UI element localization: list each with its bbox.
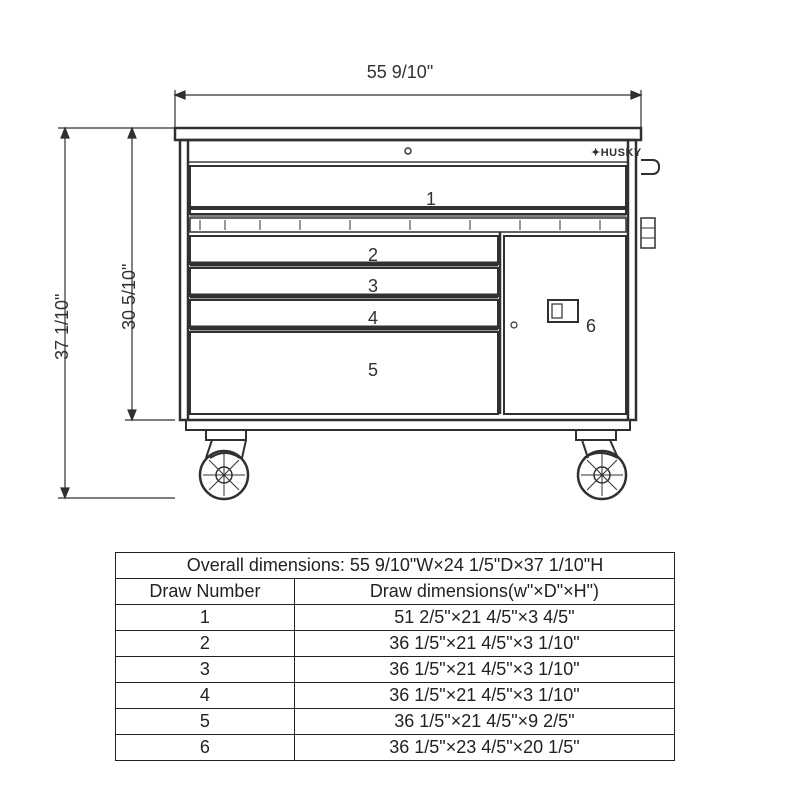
table-row: 436 1/5"×21 4/5"×3 1/10" — [116, 683, 675, 709]
diagram-container: 55 9/10" 37 1/10" 30 5/10" ✦HUSKY 1 2 3 … — [0, 0, 800, 800]
overall-dim-cell: Overall dimensions: 55 9/10"W×24 1/5"D×3… — [116, 553, 675, 579]
col-header-number: Draw Number — [116, 579, 295, 605]
table-row: 151 2/5"×21 4/5"×3 4/5" — [116, 605, 675, 631]
table-row: 336 1/5"×21 4/5"×3 1/10" — [116, 657, 675, 683]
dimension-table: Overall dimensions: 55 9/10"W×24 1/5"D×3… — [115, 552, 675, 761]
table-row: 536 1/5"×21 4/5"×9 2/5" — [116, 709, 675, 735]
col-header-dim: Draw dimensions(w"×D"×H") — [294, 579, 674, 605]
table-row: 636 1/5"×23 4/5"×20 1/5" — [116, 735, 675, 761]
table-row: 236 1/5"×21 4/5"×3 1/10" — [116, 631, 675, 657]
cabinet-svg — [0, 0, 800, 560]
